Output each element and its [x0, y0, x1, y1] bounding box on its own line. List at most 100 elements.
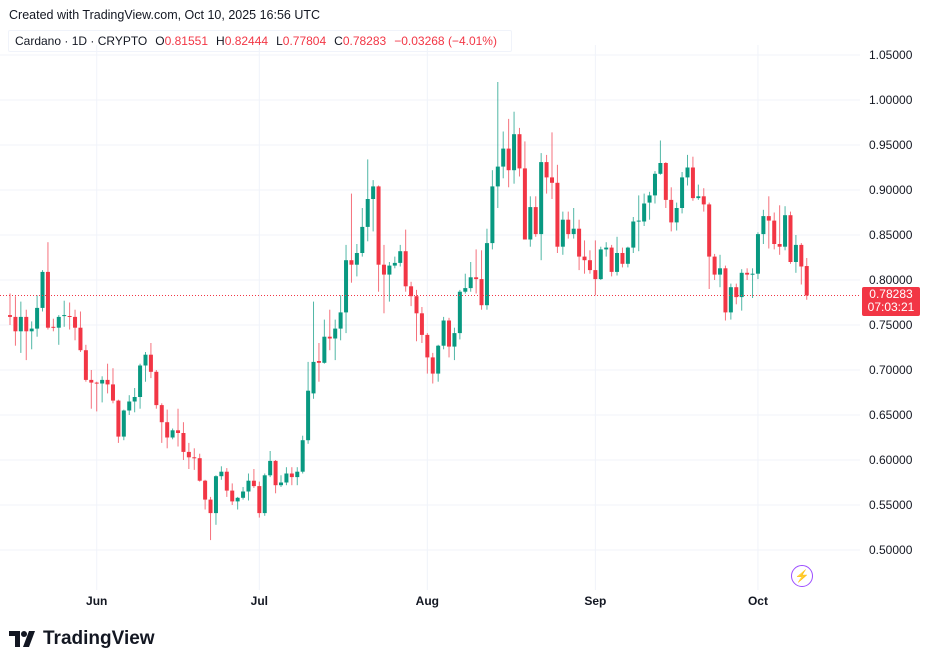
candle: [468, 262, 473, 292]
candle-body: [419, 313, 424, 335]
candle: [110, 368, 115, 404]
candle: [268, 451, 273, 478]
candle-body: [690, 167, 695, 199]
candle-body: [652, 173, 657, 196]
candles: [8, 82, 809, 541]
candle-body: [414, 296, 419, 314]
candle-body: [495, 166, 500, 187]
candle-body: [436, 345, 441, 374]
candle-body: [246, 480, 251, 492]
candle-body: [116, 400, 121, 437]
candle: [680, 172, 685, 214]
candle-body: [658, 163, 663, 174]
candle: [289, 467, 294, 486]
candle: [311, 301, 316, 399]
candle-body: [132, 397, 137, 402]
candle: [539, 153, 544, 261]
lightning-icon[interactable]: ⚡: [791, 565, 813, 587]
tradingview-logo-icon: [9, 631, 35, 647]
candle-body: [745, 272, 750, 275]
candle: [734, 283, 739, 305]
candle: [750, 268, 755, 298]
candle-body: [94, 382, 99, 384]
candle: [490, 170, 495, 250]
candle-body: [533, 207, 538, 235]
candle-body: [718, 268, 723, 275]
candle-body: [712, 256, 717, 275]
candle: [793, 235, 798, 273]
candle: [360, 208, 365, 257]
candle: [550, 132, 554, 199]
candle: [647, 191, 652, 220]
candle-body: [143, 354, 148, 366]
candle: [327, 309, 332, 351]
candle: [381, 244, 386, 314]
y-tick-label: 0.95000: [869, 138, 913, 152]
candle-body: [457, 291, 462, 334]
candle: [522, 141, 527, 240]
candle: [533, 196, 538, 237]
candle: [804, 258, 809, 300]
y-tick-label: 0.60000: [869, 453, 913, 467]
candle-body: [441, 320, 446, 346]
close-label: C: [334, 34, 343, 48]
y-tick-label: 0.65000: [869, 408, 913, 422]
candle-body: [148, 354, 153, 372]
candle: [170, 428, 175, 440]
candle-body: [268, 460, 273, 476]
candle-body: [262, 475, 267, 514]
candle: [430, 352, 435, 384]
candle: [419, 307, 424, 343]
candle-body: [83, 350, 88, 380]
candle: [663, 162, 668, 208]
x-tick-label: Jun: [86, 594, 107, 608]
candle-body: [365, 199, 370, 227]
candle: [148, 343, 153, 379]
candle-body: [642, 203, 647, 222]
candle-body: [170, 430, 175, 438]
candle-body: [728, 287, 733, 313]
candle: [642, 193, 647, 226]
candle: [631, 217, 636, 253]
candle: [544, 154, 549, 194]
candle-body: [625, 247, 630, 264]
candle: [127, 395, 132, 415]
candle: [51, 318, 56, 332]
candle-body: [192, 457, 197, 459]
candle-body: [512, 134, 517, 171]
candle-body: [56, 316, 61, 328]
high-value: 0.82444: [224, 34, 269, 48]
candle-body: [777, 244, 782, 247]
candle: [45, 242, 50, 330]
candle: [625, 246, 630, 268]
candle: [29, 321, 34, 350]
candle: [447, 317, 452, 358]
candle-body: [463, 288, 468, 292]
candle-body: [685, 167, 690, 178]
low-label: L: [276, 34, 283, 48]
candle: [241, 487, 246, 500]
candle-body: [669, 199, 674, 223]
candle-body: [474, 277, 479, 280]
candle-body: [40, 271, 45, 308]
time-axis[interactable]: Jun Jul Aug Sep Oct: [86, 594, 768, 608]
candle-body: [8, 315, 12, 317]
candle-body: [121, 410, 126, 437]
price-axis[interactable]: 0.50000 0.55000 0.60000 0.65000 0.70000 0.750…: [869, 48, 913, 557]
candle: [474, 249, 479, 294]
candle: [56, 315, 61, 345]
candle: [739, 269, 744, 311]
candle-body: [159, 405, 164, 423]
candle: [755, 232, 760, 280]
symbol-title[interactable]: Cardano · 1D · CRYPTO: [15, 34, 148, 48]
candle: [620, 247, 625, 268]
candle: [165, 409, 170, 449]
candle: [284, 467, 289, 486]
candle-body: [257, 486, 262, 514]
candle: [62, 300, 67, 327]
candle-body: [501, 148, 506, 167]
candle-body: [387, 265, 392, 275]
candle-body: [571, 228, 576, 235]
candle: [788, 211, 793, 264]
